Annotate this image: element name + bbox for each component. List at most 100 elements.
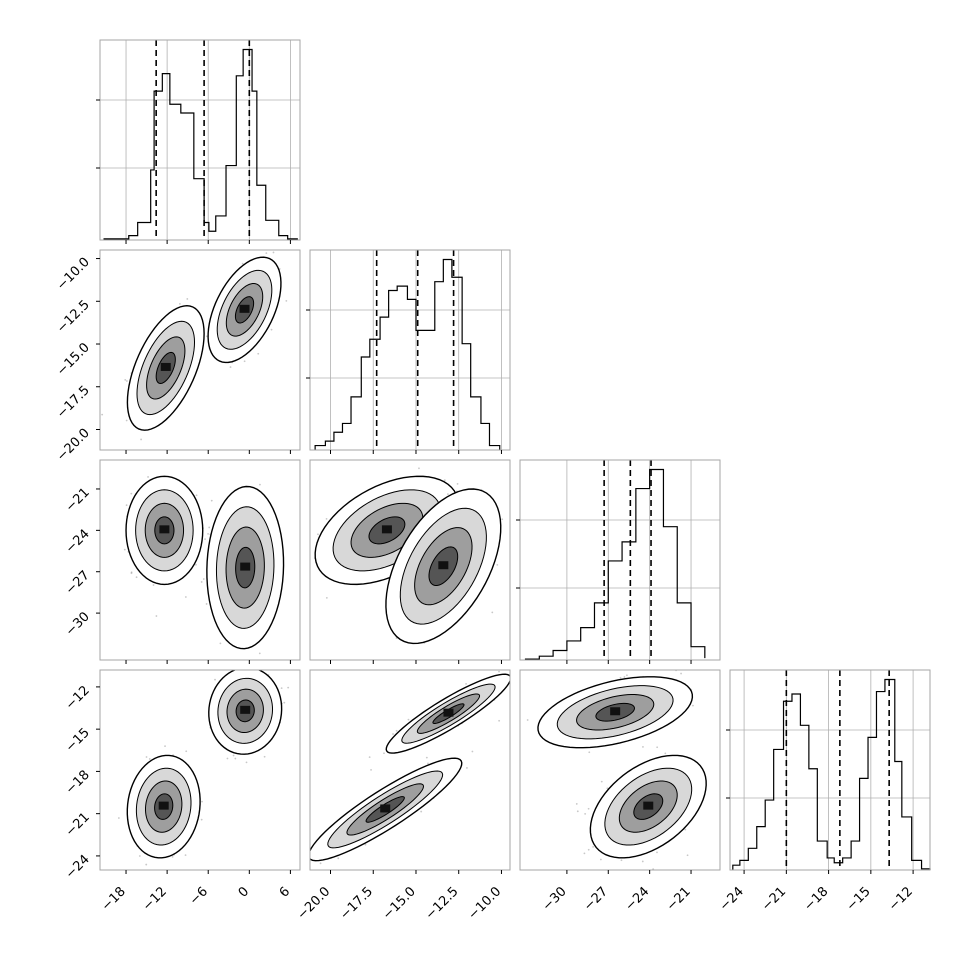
scatter-point [125, 380, 128, 382]
scatter-point [148, 758, 151, 760]
histogram-step-0 [103, 48, 298, 240]
y-tick-label: −17.5 [54, 383, 93, 422]
scatter-point [623, 676, 626, 678]
scatter-point [364, 843, 367, 846]
scatter-point [427, 762, 429, 765]
x-tick-label: 0 [236, 884, 252, 900]
scatter-point [101, 413, 104, 416]
scatter-point [185, 750, 188, 753]
scatter-point [584, 813, 587, 815]
scatter-point [270, 328, 273, 331]
scatter-point [498, 670, 500, 673]
panel-content [117, 670, 290, 866]
scatter-point [283, 701, 286, 704]
panel-frame [519, 459, 721, 661]
scatter-point [200, 818, 203, 821]
panel-content [526, 663, 707, 870]
scatter-point [498, 719, 501, 722]
density-core [380, 804, 391, 813]
y-tick-label: −27 [63, 568, 93, 598]
histogram-step-2 [524, 468, 706, 660]
scatter-point [325, 517, 328, 520]
y-tick-label: −21 [63, 485, 93, 515]
scatter-panel-3-0 [117, 670, 290, 866]
scatter-point [164, 745, 166, 748]
density-core [643, 801, 654, 810]
scatter-point [243, 360, 246, 363]
scatter-point [285, 299, 288, 302]
scatter-point [178, 302, 181, 305]
scatter-point [145, 863, 148, 866]
scatter-point [319, 862, 322, 865]
density-core [443, 708, 454, 717]
x-tick-label: −12 [140, 884, 170, 914]
scatter-point [152, 584, 155, 586]
scatter-point [392, 733, 394, 735]
scatter-point [219, 642, 222, 645]
scatter-point [692, 704, 694, 707]
scatter-point [259, 483, 261, 486]
histogram-step-3 [732, 678, 931, 870]
scatter-point [383, 752, 385, 755]
scatter-point [587, 807, 590, 810]
scatter-point [280, 687, 283, 690]
scatter-point [205, 335, 208, 338]
y-tick-label: −20.0 [54, 426, 93, 465]
density-core [240, 562, 251, 571]
scatter-point [619, 676, 622, 679]
scatter-point [641, 860, 644, 863]
panel-frame [729, 669, 931, 871]
x-tick-label: −12 [886, 884, 916, 914]
histogram-panel-3 [730, 670, 931, 870]
x-tick-label: −15.0 [380, 884, 419, 923]
x-tick-label: −10.0 [466, 884, 505, 923]
scatter-panel-3-2 [526, 663, 707, 870]
panel-content [300, 667, 527, 877]
scatter-point [184, 854, 187, 857]
scatter-panel-1-0 [101, 250, 288, 480]
scatter-point [201, 800, 203, 803]
density-core [381, 525, 392, 534]
scatter-point [138, 855, 141, 857]
histogram-panel-1 [310, 250, 510, 450]
scatter-point [337, 857, 340, 860]
y-tick-label: −18 [63, 768, 93, 798]
scatter-point [680, 672, 682, 675]
y-tick-label: −30 [63, 609, 93, 639]
panel-frame [99, 669, 301, 871]
scatter-point [471, 750, 474, 753]
scatter-point [130, 572, 133, 575]
scatter-panel-2-0 [123, 475, 285, 655]
scatter-point [684, 828, 687, 831]
scatter-point [258, 652, 261, 655]
scatter-point [245, 761, 248, 764]
scatter-point [656, 746, 659, 749]
scatter-point [125, 504, 128, 507]
scatter-point [526, 719, 529, 721]
scatter-point [307, 559, 309, 561]
scatter-point [207, 532, 209, 535]
panel-content [101, 250, 288, 480]
scatter-point [135, 576, 138, 579]
scatter-point [123, 548, 126, 551]
scatter-point [291, 603, 293, 605]
scatter-point [510, 522, 512, 524]
scatter-point [140, 478, 142, 480]
scatter-point [525, 667, 527, 669]
scatter-point [317, 533, 319, 536]
scatter-panel-2-1 [291, 467, 512, 645]
y-tick-label: −15 [63, 725, 93, 755]
scatter-point [263, 755, 266, 758]
scatter-point [210, 499, 213, 502]
scatter-point [600, 780, 603, 783]
scatter-point [672, 663, 674, 665]
scatter-panel-3-1 [300, 667, 527, 877]
scatter-point [204, 538, 206, 540]
scatter-point [606, 787, 609, 790]
scatter-point [620, 859, 623, 862]
scatter-point [587, 848, 590, 851]
scatter-point [300, 875, 302, 877]
density-core [239, 304, 250, 313]
scatter-point [465, 682, 467, 685]
